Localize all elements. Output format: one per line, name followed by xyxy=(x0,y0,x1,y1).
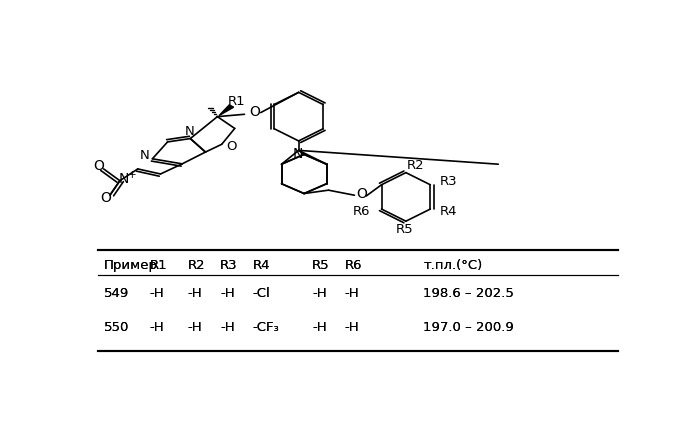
Text: R2: R2 xyxy=(187,258,206,272)
Text: -H: -H xyxy=(150,287,164,300)
Text: -H: -H xyxy=(345,321,359,334)
Text: -Cl: -Cl xyxy=(252,287,271,300)
Text: -H: -H xyxy=(312,321,327,334)
Text: N: N xyxy=(119,172,129,186)
Text: R4: R4 xyxy=(252,258,270,272)
Text: Пример: Пример xyxy=(103,258,158,272)
Text: -H: -H xyxy=(150,321,164,334)
Text: R6: R6 xyxy=(353,205,370,218)
Text: -Cl: -Cl xyxy=(252,287,271,300)
Text: -H: -H xyxy=(220,287,235,300)
Text: N: N xyxy=(140,149,150,162)
Text: -H: -H xyxy=(187,321,202,334)
Text: R5: R5 xyxy=(312,258,330,272)
Text: т.пл.(°C): т.пл.(°C) xyxy=(424,258,482,272)
Text: R1: R1 xyxy=(228,95,245,108)
Text: O: O xyxy=(356,187,367,201)
Text: 549: 549 xyxy=(103,287,129,300)
Polygon shape xyxy=(219,105,233,116)
Text: O: O xyxy=(101,191,111,205)
Text: R1: R1 xyxy=(150,258,167,272)
Text: 550: 550 xyxy=(103,321,129,334)
Text: +: + xyxy=(127,170,136,180)
Text: R3: R3 xyxy=(220,258,238,272)
Text: N: N xyxy=(293,148,303,162)
Text: O: O xyxy=(226,141,237,153)
Text: R4: R4 xyxy=(252,258,270,272)
Text: -H: -H xyxy=(220,321,235,334)
Text: -H: -H xyxy=(187,287,202,300)
Text: -H: -H xyxy=(187,287,202,300)
Text: 198.6 – 202.5: 198.6 – 202.5 xyxy=(424,287,514,300)
Text: N: N xyxy=(185,125,194,138)
Text: -H: -H xyxy=(220,287,235,300)
Text: 197.0 – 200.9: 197.0 – 200.9 xyxy=(424,321,514,334)
Text: 197.0 – 200.9: 197.0 – 200.9 xyxy=(424,321,514,334)
Text: O: O xyxy=(93,159,103,173)
Text: -H: -H xyxy=(312,287,327,300)
Text: R3: R3 xyxy=(440,175,458,188)
Text: Пример: Пример xyxy=(103,258,158,272)
Text: R2: R2 xyxy=(187,258,206,272)
Text: -H: -H xyxy=(312,321,327,334)
Text: -H: -H xyxy=(345,287,359,300)
Text: -H: -H xyxy=(187,321,202,334)
Text: 198.6 – 202.5: 198.6 – 202.5 xyxy=(424,287,514,300)
Text: -CF₃: -CF₃ xyxy=(252,321,280,334)
Text: -H: -H xyxy=(345,287,359,300)
Text: R3: R3 xyxy=(220,258,238,272)
Text: R5: R5 xyxy=(396,223,413,236)
Text: R1: R1 xyxy=(150,258,167,272)
Text: -H: -H xyxy=(312,287,327,300)
Text: R6: R6 xyxy=(345,258,362,272)
Text: R6: R6 xyxy=(345,258,362,272)
Text: 549: 549 xyxy=(103,287,129,300)
Text: -H: -H xyxy=(150,287,164,300)
Text: R4: R4 xyxy=(440,205,458,218)
Text: -H: -H xyxy=(345,321,359,334)
Text: O: O xyxy=(249,105,259,119)
Text: -H: -H xyxy=(220,321,235,334)
Text: -H: -H xyxy=(150,321,164,334)
Text: -CF₃: -CF₃ xyxy=(252,321,280,334)
Text: R5: R5 xyxy=(312,258,330,272)
Text: R2: R2 xyxy=(407,159,424,172)
Text: т.пл.(°C): т.пл.(°C) xyxy=(424,258,482,272)
Text: 550: 550 xyxy=(103,321,129,334)
